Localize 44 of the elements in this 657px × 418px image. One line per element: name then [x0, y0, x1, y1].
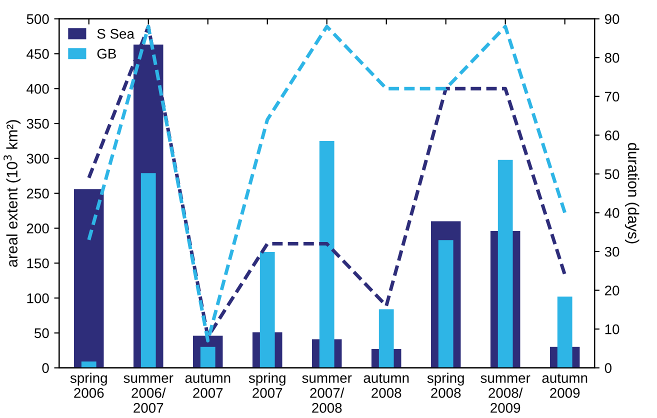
x-tick-label: summer 2008/ 2009: [480, 375, 530, 413]
bar: [200, 346, 216, 368]
x-tick-label: spring 2008: [427, 372, 464, 398]
y-tick-label: 50: [34, 328, 49, 338]
y2-tick-label: 70: [605, 92, 620, 102]
bar: [260, 252, 275, 368]
bar: [438, 240, 454, 368]
x-tick-label: summer 2007/ 2008: [302, 375, 352, 413]
y-axis-title: areal extent (10$^{3}$ km²): [4, 120, 21, 267]
y-tick-label: 300: [26, 154, 49, 164]
legend-label: GB: [97, 48, 116, 59]
y-tick-label: 400: [26, 84, 49, 94]
y2-tick-label: 10: [605, 324, 620, 334]
y-tick-label: 500: [26, 14, 49, 24]
bar: [557, 296, 572, 368]
x-tick-label: autumn 2007: [185, 374, 230, 398]
bar: [140, 173, 156, 368]
x-tick-label: autumn 2008: [364, 374, 409, 398]
y-tick-label: 450: [26, 49, 49, 59]
bar: [498, 160, 513, 368]
y-tick-label: 100: [27, 293, 49, 304]
y2-tick-label: 40: [604, 208, 620, 218]
y-tick-label: 250: [26, 188, 49, 198]
bar: [81, 362, 96, 368]
legend-label: S Sea: [97, 28, 134, 39]
y2-tick-label: 0: [604, 363, 612, 374]
y2-tick-label: 80: [604, 52, 620, 63]
x-tick-label: spring 2007: [248, 372, 286, 398]
x-tick-label: summer 2006/ 2007: [124, 375, 174, 413]
y-tick-label: 0: [42, 363, 49, 374]
x-tick-label: spring 2006: [70, 372, 107, 398]
y-tick-label: 350: [26, 118, 49, 129]
y2-tick-label: 60: [605, 130, 620, 140]
y-tick-label: 150: [27, 258, 49, 268]
y2-tick-label: 20: [605, 286, 620, 296]
x-tick-label: autumn 2009: [542, 374, 588, 398]
y-tick-label: 200: [26, 224, 49, 234]
y2-axis-title: duration (days): [624, 143, 640, 244]
bar: [319, 140, 334, 368]
y2-tick-label: 50: [604, 169, 620, 180]
bar: [74, 189, 104, 368]
y2-tick-label: 30: [604, 246, 620, 257]
y2-tick-label: 90: [604, 14, 620, 24]
bar: [378, 309, 394, 368]
